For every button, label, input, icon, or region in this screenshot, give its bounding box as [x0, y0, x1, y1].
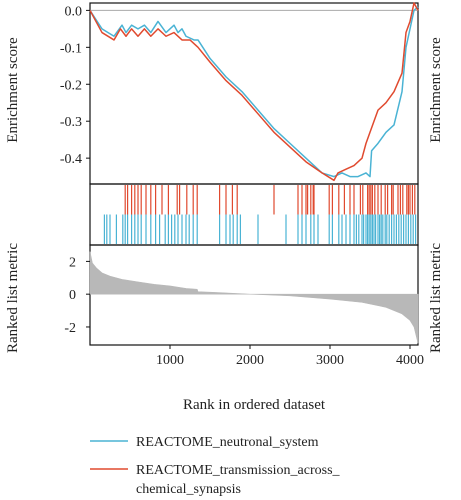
- es-tick-label: -0.2: [60, 78, 82, 93]
- legend: REACTOME_neutronal_system REACTOME_trans…: [90, 435, 341, 497]
- x-tick-label: 4000: [396, 353, 424, 368]
- es-tick-label: -0.4: [60, 152, 82, 167]
- es-ylabel-left: Enrichment score: [5, 37, 21, 143]
- es-tick-label: -0.3: [60, 115, 82, 130]
- es-tick-label: -0.1: [60, 41, 82, 56]
- legend-label-transmission-line2: chemical_synapsis: [136, 482, 241, 497]
- enrichment-lines-layer: [89, 2, 419, 182]
- rank-tick-label: 0: [69, 288, 76, 303]
- neutronal-es-line: [89, 6, 419, 178]
- x-tick-label: 2000: [236, 353, 264, 368]
- axis-ticks-layer: [86, 9, 411, 349]
- es-ylabel-right: Enrichment score: [428, 37, 444, 143]
- x-axis-title: Rank in ordered dataset: [183, 397, 326, 413]
- ranked-metric-area: [89, 251, 419, 344]
- enrichment-panel-frame: [89, 2, 419, 185]
- ranked-metric-layer: [89, 251, 419, 344]
- legend-label-neutronal: REACTOME_neutronal_system: [136, 435, 319, 450]
- legend-label-transmission-line1: REACTOME_transmission_across_: [136, 463, 341, 478]
- rank-tick-label: 2: [69, 255, 76, 270]
- rank-ylabel-left: Ranked list metric: [5, 243, 21, 353]
- x-tick-label: 1000: [156, 353, 184, 368]
- es-tick-label: 0.0: [65, 4, 83, 19]
- hit-marks-layer: [103, 185, 417, 244]
- transmission-es-line: [89, 2, 419, 182]
- rank-tick-label: -2: [64, 321, 76, 336]
- rank-ylabel-right: Ranked list metric: [428, 243, 444, 353]
- x-tick-label: 3000: [316, 353, 344, 368]
